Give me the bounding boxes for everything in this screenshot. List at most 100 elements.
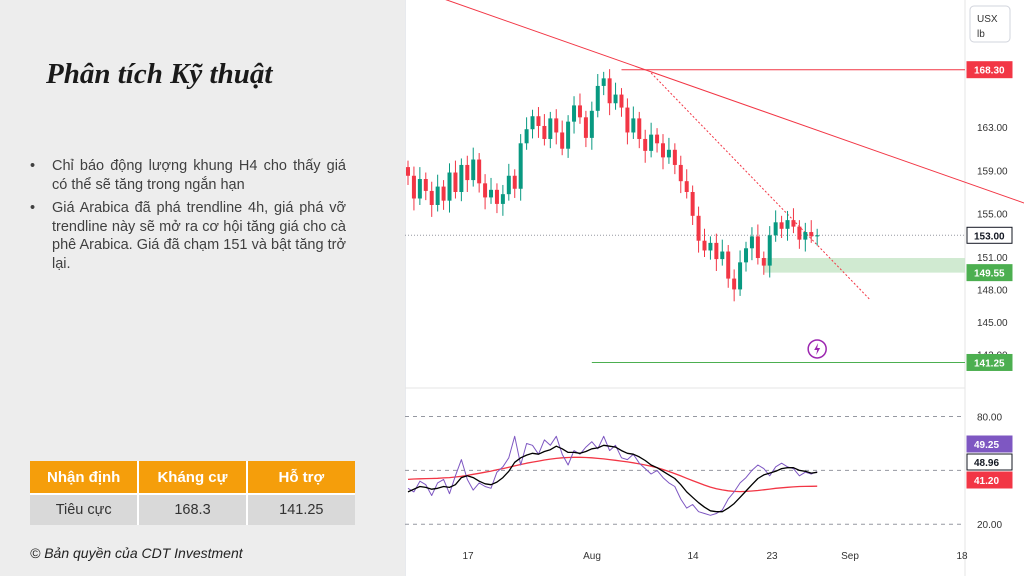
candle-body	[536, 116, 541, 126]
candle-body	[696, 215, 701, 241]
price-label-box	[966, 61, 1013, 79]
table-cell: 141.25	[246, 493, 355, 525]
rsi-value-label-box	[966, 471, 1013, 489]
candle-body	[548, 118, 553, 139]
rsi-fast-ma-line	[407, 444, 818, 513]
candle-body	[417, 179, 422, 199]
bullet-item: Chỉ báo động lượng khung H4 cho thấy giá…	[30, 157, 346, 194]
candle-body	[797, 226, 802, 240]
candle-body	[583, 117, 588, 138]
candle-body	[785, 220, 790, 229]
price-label: 149.55	[974, 269, 1005, 280]
price-tick-label: 148.00	[977, 285, 1008, 296]
candle-body	[702, 240, 707, 251]
slide-title: Phân tích Kỹ thuật	[46, 58, 273, 90]
candle-body	[406, 167, 410, 176]
time-tick-label: 23	[766, 551, 778, 562]
price-chart: 172.00163.00159.00155.00151.00148.00145.…	[405, 0, 1024, 576]
time-tick-label: 18	[956, 551, 968, 562]
table-cell: Tiêu cực	[30, 493, 140, 525]
price-label: 141.25	[974, 358, 1005, 369]
candle-body	[690, 192, 695, 216]
rsi-slow-ma-line	[407, 456, 818, 493]
rsi-tick-label: 20.00	[977, 520, 1002, 531]
candle-body	[489, 189, 494, 198]
price-label-box	[966, 353, 1013, 371]
candle-body	[607, 78, 612, 104]
candle-body	[595, 85, 600, 111]
time-tick-label: 17	[462, 551, 474, 562]
unit-label: USX	[977, 14, 998, 25]
candle-body	[459, 164, 464, 192]
candle-body	[749, 236, 754, 249]
trendline	[650, 72, 871, 301]
support-zone	[763, 258, 965, 273]
price-label-box	[966, 264, 1013, 282]
candle-body	[732, 278, 737, 290]
unit-badge	[969, 5, 1011, 43]
candle-body	[411, 175, 416, 199]
candle-body	[572, 105, 577, 122]
candle-body	[744, 248, 749, 263]
lightning-bolt-icon	[814, 342, 821, 355]
rsi-value-label: 49.25	[974, 440, 999, 451]
table-header: Nhận định	[30, 461, 140, 494]
candle-body	[512, 175, 517, 189]
candle-body	[761, 258, 766, 266]
time-tick-label: 14	[687, 551, 699, 562]
candle-body	[577, 105, 582, 118]
left-panel: Phân tích Kỹ thuật Chỉ báo động lượng kh…	[0, 0, 405, 576]
candle-body	[560, 132, 565, 149]
table-header: Kháng cự	[138, 461, 248, 494]
candle-body	[477, 159, 482, 184]
price-tick-label: 151.00	[977, 253, 1008, 264]
rsi-value-label: 41.20	[974, 476, 999, 487]
candle-body	[506, 175, 511, 195]
candle-body	[483, 183, 488, 198]
candle-body	[815, 235, 820, 237]
candle-body	[637, 118, 642, 139]
candle-body	[566, 121, 571, 149]
candle-body	[755, 236, 760, 259]
rsi-value-label: 48.96	[974, 458, 999, 469]
candle-body	[767, 235, 772, 266]
time-tick-label: Sep	[841, 551, 859, 562]
candle-body	[631, 118, 636, 133]
candle-body	[779, 222, 784, 229]
time-tick-label: Aug	[583, 551, 601, 562]
candle-body	[518, 143, 523, 189]
candle-body	[660, 143, 665, 158]
trendline	[445, 0, 1024, 204]
candle-body	[589, 110, 594, 138]
table-cell: 168.3	[138, 493, 248, 525]
candle-body	[655, 134, 660, 144]
candle-body	[773, 222, 778, 236]
price-tick-label: 159.00	[977, 166, 1008, 177]
candle-body	[678, 164, 683, 182]
candle-body	[809, 232, 814, 237]
summary-table: Nhận định Kháng cự Hỗ trợ Tiêu cực 168.3…	[30, 461, 355, 525]
price-tick-label: 155.00	[977, 210, 1008, 221]
rsi-value-label-box	[966, 453, 1013, 471]
price-label-box	[966, 226, 1013, 244]
candle-body	[453, 172, 458, 192]
rsi-value-label-box	[966, 435, 1013, 453]
candle-body	[625, 107, 630, 133]
candle-body	[726, 251, 731, 279]
copyright-text: © Bản quyền của CDT Investment	[30, 545, 243, 561]
candle-body	[613, 94, 618, 104]
candle-body	[494, 189, 499, 204]
table-row: Tiêu cực 168.3 141.25	[30, 493, 355, 525]
table-header: Hỗ trợ	[246, 461, 355, 494]
candle-body	[619, 94, 624, 108]
candle-body	[708, 242, 713, 251]
candle-body	[684, 181, 689, 192]
candle-body	[465, 164, 470, 181]
candle-body	[447, 172, 452, 201]
candle-body	[738, 262, 743, 290]
candle-body	[672, 149, 677, 165]
candle-body	[554, 118, 559, 133]
candle-body	[429, 190, 434, 205]
candle-body	[441, 186, 446, 201]
candle-body	[471, 159, 476, 181]
